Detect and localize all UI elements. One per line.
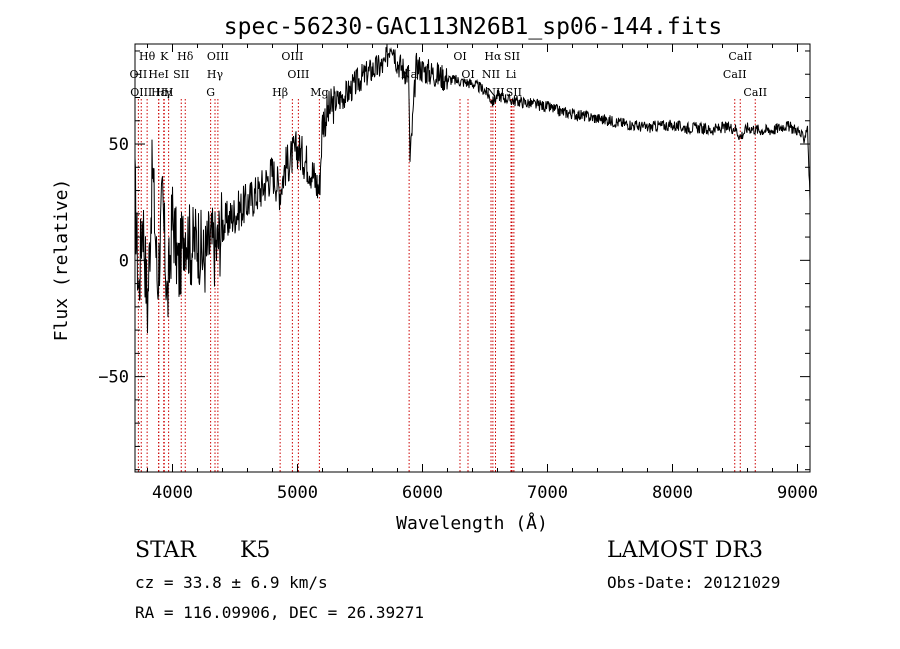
- sky-coordinates: RA = 116.09906, DEC = 26.39271: [135, 603, 424, 622]
- spectral-line-label: K: [160, 50, 169, 63]
- axes-layer: 4000 5000 6000 7000 8000 9000 −50 0 50: [98, 44, 818, 503]
- x-tick-label: 8000: [652, 483, 693, 503]
- flux-series-layer: [134, 44, 811, 334]
- x-tick-label: 5000: [277, 483, 318, 503]
- spectral-line-label: SII: [173, 68, 189, 81]
- spectral-line-label: Hα: [484, 50, 502, 63]
- spectral-line-label: OI: [461, 68, 474, 81]
- spectral-line-label: Hγ: [156, 86, 173, 99]
- spectral-line-label: OIII: [281, 50, 303, 63]
- spectral-line-label: Mg: [310, 86, 328, 99]
- spectral-line-label: OIII: [207, 50, 229, 63]
- y-tick-label: 50: [109, 135, 129, 155]
- y-tick-label: 0: [119, 251, 129, 271]
- spectral-line-label: CaII: [728, 50, 752, 63]
- spectral-line-label: NII: [482, 68, 500, 81]
- spectral-line-label: Hε: [151, 86, 167, 99]
- x-axis-label: Wavelength (Å): [396, 512, 548, 534]
- spectral-line-label: CaII: [723, 68, 747, 81]
- spectral-line-label: Hγ: [207, 68, 224, 81]
- spectral-line-label: Hθ: [139, 50, 156, 63]
- object-class: STAR: [135, 538, 196, 563]
- x-tick-label: 6000: [402, 483, 443, 503]
- spectral-subclass: K5: [240, 538, 271, 563]
- plot-frame: [134, 43, 811, 473]
- flux-series-line: [134, 44, 811, 334]
- spectral-line-label: OIII: [287, 68, 309, 81]
- spectral-line-label: Hβ: [272, 86, 288, 99]
- x-tick-label: 9000: [777, 483, 818, 503]
- y-tick-label: −50: [98, 368, 129, 388]
- survey-name: LAMOST DR3: [607, 538, 763, 563]
- spectral-line-label: Li: [506, 68, 517, 81]
- spectral-line-label: H: [164, 86, 174, 99]
- spectral-line-label: G: [206, 86, 215, 99]
- chart-title: spec-56230-GAC113N26B1_sp06-144.fits: [224, 14, 723, 40]
- spectral-line-label: OIII: [130, 86, 152, 99]
- spectral-line-label: HeI: [148, 68, 168, 81]
- x-tick-label: 4000: [152, 483, 193, 503]
- spectral-line-label: SII: [504, 50, 520, 63]
- y-axis-label: Flux (relative): [51, 179, 72, 342]
- spectral-line-label: Hδ: [177, 50, 194, 63]
- redshift-cz: cz = 33.8 ± 6.9 km/s: [135, 573, 328, 592]
- spectral-line-label: CaII: [743, 86, 767, 99]
- observation-date: Obs-Date: 20121029: [607, 573, 781, 592]
- spectral-line-label: OI: [453, 50, 466, 63]
- x-tick-label: 7000: [527, 483, 568, 503]
